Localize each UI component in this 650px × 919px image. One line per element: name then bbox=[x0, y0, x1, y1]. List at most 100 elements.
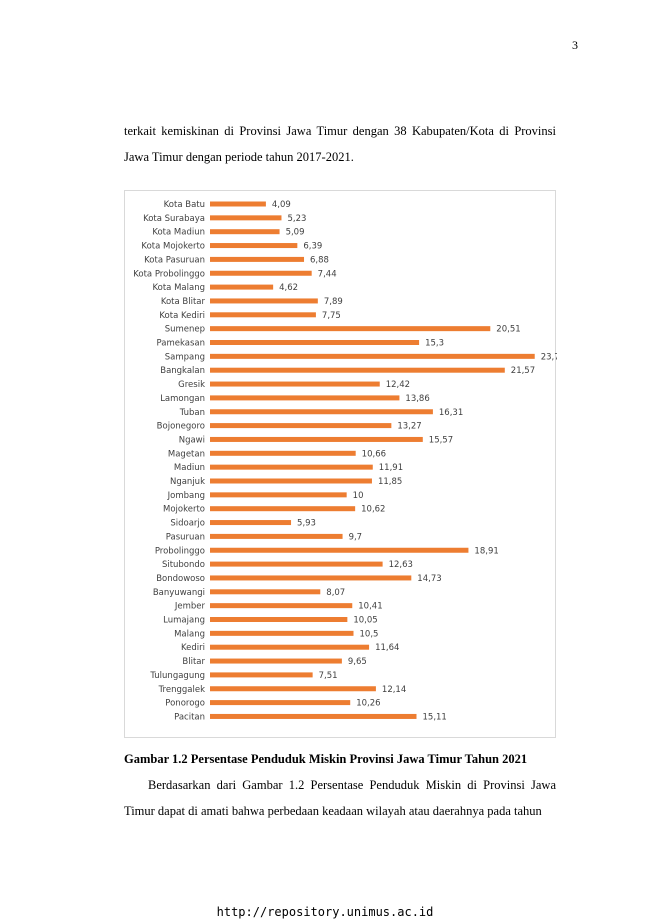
category-label-kota-surabaya: Kota Surabaya bbox=[143, 214, 205, 224]
value-label-trenggalek: 12,14 bbox=[382, 685, 406, 695]
bar-jombang bbox=[210, 492, 347, 498]
category-label-bojonegoro: Bojonegoro bbox=[157, 422, 205, 432]
body-paragraph-bottom: Berdasarkan dari Gambar 1.2 Persentase P… bbox=[124, 772, 556, 824]
category-label-lamongan: Lamongan bbox=[160, 394, 205, 404]
bar-trenggalek bbox=[210, 686, 376, 692]
category-label-pacitan: Pacitan bbox=[174, 712, 205, 722]
category-label-malang: Malang bbox=[174, 629, 205, 639]
category-label-kota-madiun: Kota Madiun bbox=[152, 228, 205, 238]
bar-kota-batu bbox=[210, 201, 266, 207]
value-label-bondowoso: 14,73 bbox=[417, 574, 441, 584]
bar-kota-probolinggo bbox=[210, 270, 312, 276]
footer-url: http://repository.unimus.ac.id bbox=[216, 905, 434, 919]
category-label-mojokerto: Mojokerto bbox=[163, 505, 205, 515]
bar-kota-malang bbox=[210, 284, 274, 290]
value-label-kota-kediri: 7,75 bbox=[322, 311, 341, 321]
category-label-sumenep: Sumenep bbox=[165, 325, 205, 335]
bar-bojonegoro bbox=[210, 423, 392, 429]
value-label-tuban: 16,31 bbox=[439, 408, 463, 418]
bar-lamongan bbox=[210, 395, 400, 401]
body-paragraph-bottom-text: Berdasarkan dari Gambar 1.2 Persentase P… bbox=[124, 778, 556, 818]
bar-probolinggo bbox=[210, 547, 469, 553]
value-label-lumajang: 10,05 bbox=[353, 616, 377, 626]
category-label-madiun: Madiun bbox=[174, 463, 205, 473]
bar-kota-surabaya bbox=[210, 215, 282, 221]
value-label-ngawi: 15,57 bbox=[429, 435, 453, 445]
bar-jember bbox=[210, 603, 353, 609]
value-label-jember: 10,41 bbox=[358, 602, 382, 612]
figure-caption: Gambar 1.2 Persentase Penduduk Miskin Pr… bbox=[124, 752, 528, 766]
value-label-bojonegoro: 13,27 bbox=[397, 422, 421, 432]
bar-kediri bbox=[210, 644, 370, 650]
category-label-bangkalan: Bangkalan bbox=[160, 366, 205, 376]
value-label-kota-batu: 4,09 bbox=[272, 200, 291, 210]
value-label-pacitan: 15,11 bbox=[423, 712, 447, 722]
bar-tuban bbox=[210, 409, 433, 415]
category-label-pamekasan: Pamekasan bbox=[157, 339, 205, 349]
value-label-gresik: 12,42 bbox=[386, 380, 410, 390]
value-label-blitar: 9,65 bbox=[348, 657, 367, 667]
bar-bangkalan bbox=[210, 367, 505, 373]
value-label-probolinggo: 18,91 bbox=[474, 546, 498, 556]
page-number: 3 bbox=[572, 38, 578, 52]
category-label-ngawi: Ngawi bbox=[179, 435, 205, 445]
poverty-bar-chart: Kota Batu 4,09 Kota Surabaya 5,23 Kota Madiu… bbox=[124, 190, 557, 738]
category-label-tulungagung: Tulungagung bbox=[149, 671, 205, 681]
category-label-ponorogo: Ponorogo bbox=[165, 699, 205, 709]
bar-sumenep bbox=[210, 326, 491, 332]
value-label-mojokerto: 10,62 bbox=[361, 505, 385, 515]
category-label-banyuwangi: Banyuwangi bbox=[153, 588, 205, 598]
chart-canvas: Kota Batu 4,09 Kota Surabaya 5,23 Kota Madiu… bbox=[133, 200, 557, 722]
category-label-sidoarjo: Sidoarjo bbox=[170, 519, 205, 529]
bar-bondowoso bbox=[210, 575, 412, 581]
value-label-pasuruan: 9,7 bbox=[349, 532, 363, 542]
bar-tulungagung bbox=[210, 672, 313, 678]
value-label-kota-surabaya: 5,23 bbox=[287, 214, 306, 224]
value-label-madiun: 11,91 bbox=[379, 463, 403, 473]
body-paragraph-top: terkait kemiskinan di Provinsi Jawa Timu… bbox=[124, 124, 556, 164]
value-label-nganjuk: 11,85 bbox=[378, 477, 402, 487]
category-label-jombang: Jombang bbox=[167, 491, 205, 501]
bar-banyuwangi bbox=[210, 589, 321, 595]
value-label-sampang: 23,76 bbox=[541, 352, 557, 362]
bar-gresik bbox=[210, 381, 380, 387]
value-label-bangkalan: 21,57 bbox=[511, 366, 535, 376]
value-label-malang: 10,5 bbox=[360, 629, 379, 639]
value-label-kota-malang: 4,62 bbox=[279, 283, 298, 293]
category-label-situbondo: Situbondo bbox=[162, 560, 205, 570]
bar-ngawi bbox=[210, 436, 423, 442]
bar-lumajang bbox=[210, 617, 348, 622]
value-label-kota-blitar: 7,89 bbox=[324, 297, 343, 307]
category-label-kota-pasuruan: Kota Pasuruan bbox=[144, 255, 205, 265]
category-label-jember: Jember bbox=[174, 602, 206, 612]
category-label-pasuruan: Pasuruan bbox=[166, 532, 205, 542]
category-label-kota-mojokerto: Kota Mojokerto bbox=[141, 242, 205, 252]
value-label-kota-pasuruan: 6,88 bbox=[310, 255, 329, 265]
category-label-kediri: Kediri bbox=[181, 643, 205, 653]
value-label-banyuwangi: 8,07 bbox=[326, 588, 345, 598]
bar-situbondo bbox=[210, 561, 383, 567]
category-label-kota-probolinggo: Kota Probolinggo bbox=[133, 269, 205, 279]
category-label-magetan: Magetan bbox=[168, 449, 205, 459]
category-label-lumajang: Lumajang bbox=[163, 616, 205, 626]
bar-pamekasan bbox=[210, 340, 420, 345]
value-label-jombang: 10 bbox=[353, 491, 364, 501]
category-label-sampang: Sampang bbox=[165, 352, 205, 362]
value-label-magetan: 10,66 bbox=[362, 449, 386, 459]
category-label-kota-malang: Kota Malang bbox=[153, 283, 206, 293]
bar-mojokerto bbox=[210, 506, 356, 512]
value-label-kota-mojokerto: 6,39 bbox=[303, 242, 322, 252]
bar-magetan bbox=[210, 450, 356, 456]
bar-kota-kediri bbox=[210, 312, 316, 318]
category-label-trenggalek: Trenggalek bbox=[158, 685, 205, 695]
category-label-kota-kediri: Kota Kediri bbox=[159, 311, 205, 321]
bar-nganjuk bbox=[210, 478, 372, 484]
value-label-tulungagung: 7,51 bbox=[319, 671, 338, 681]
value-label-situbondo: 12,63 bbox=[389, 560, 413, 570]
category-label-bondowoso: Bondowoso bbox=[156, 574, 205, 584]
category-label-gresik: Gresik bbox=[178, 380, 205, 390]
category-label-nganjuk: Nganjuk bbox=[170, 477, 205, 487]
category-label-blitar: Blitar bbox=[182, 657, 205, 667]
bar-kota-pasuruan bbox=[210, 256, 305, 262]
value-label-lamongan: 13,86 bbox=[405, 394, 429, 404]
